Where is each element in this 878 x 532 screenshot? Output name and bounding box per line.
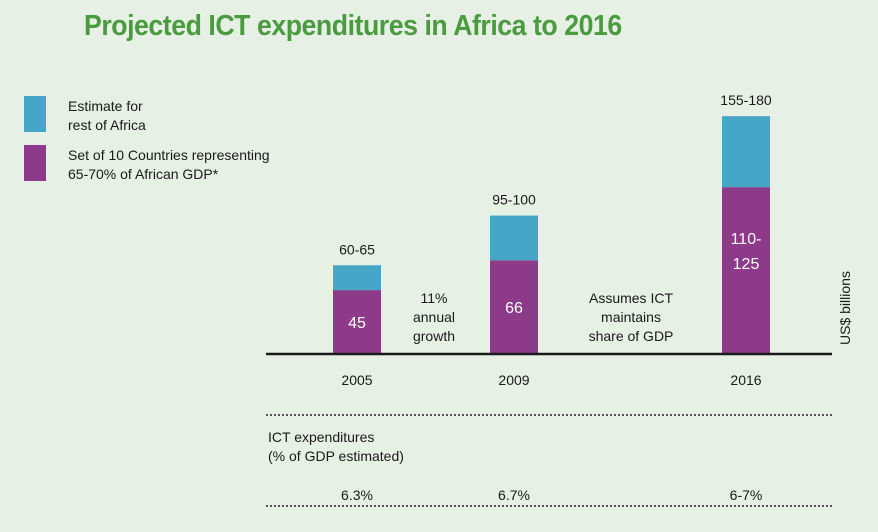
legend-label-countries: Set of 10 Countries representing 65-70% … bbox=[68, 147, 270, 182]
bar-value-label-2005: 45 bbox=[348, 315, 366, 332]
x-tick-label-2005: 2005 bbox=[341, 372, 372, 388]
bar-total-label-2016: 155-180 bbox=[720, 92, 772, 108]
legend-swatch-rest bbox=[24, 96, 46, 132]
bar-value-label-2016: 110-125 bbox=[731, 231, 762, 273]
gdp-share-2009: 6.7% bbox=[498, 487, 530, 503]
bar-2009-rest bbox=[490, 215, 538, 261]
x-tick-label-2016: 2016 bbox=[730, 372, 761, 388]
legend-label-rest: Estimate for rest of Africa bbox=[68, 98, 146, 133]
x-tick-label-2009: 2009 bbox=[498, 372, 529, 388]
bar-2009-countries bbox=[490, 260, 538, 354]
bar-total-label-2009: 95-100 bbox=[492, 192, 536, 208]
y-axis-label: US$ billions bbox=[837, 271, 853, 345]
divider-top bbox=[266, 414, 832, 416]
gdp-share-2016: 6-7% bbox=[729, 487, 763, 503]
chart-title: Projected ICT expenditures in Africa to … bbox=[84, 10, 622, 42]
bar-2005-rest bbox=[333, 265, 381, 291]
divider-bottom bbox=[266, 505, 832, 507]
gdp-share-label: ICT expenditures (% of GDP estimated) bbox=[268, 429, 404, 464]
bar-2016-rest bbox=[722, 116, 770, 188]
bar-total-label-2005: 60-65 bbox=[339, 241, 375, 257]
bar-2016-countries bbox=[722, 187, 770, 354]
bar-2005-countries bbox=[333, 290, 381, 354]
annotation-share-of-gdp: Assumes ICT maintains share of GDP bbox=[589, 290, 674, 344]
gdp-share-2005: 6.3% bbox=[341, 487, 373, 503]
annotation-annual-growth: 11% annual growth bbox=[413, 290, 455, 344]
legend-swatch-countries bbox=[24, 145, 46, 181]
bar-value-label-2009: 66 bbox=[505, 300, 523, 317]
